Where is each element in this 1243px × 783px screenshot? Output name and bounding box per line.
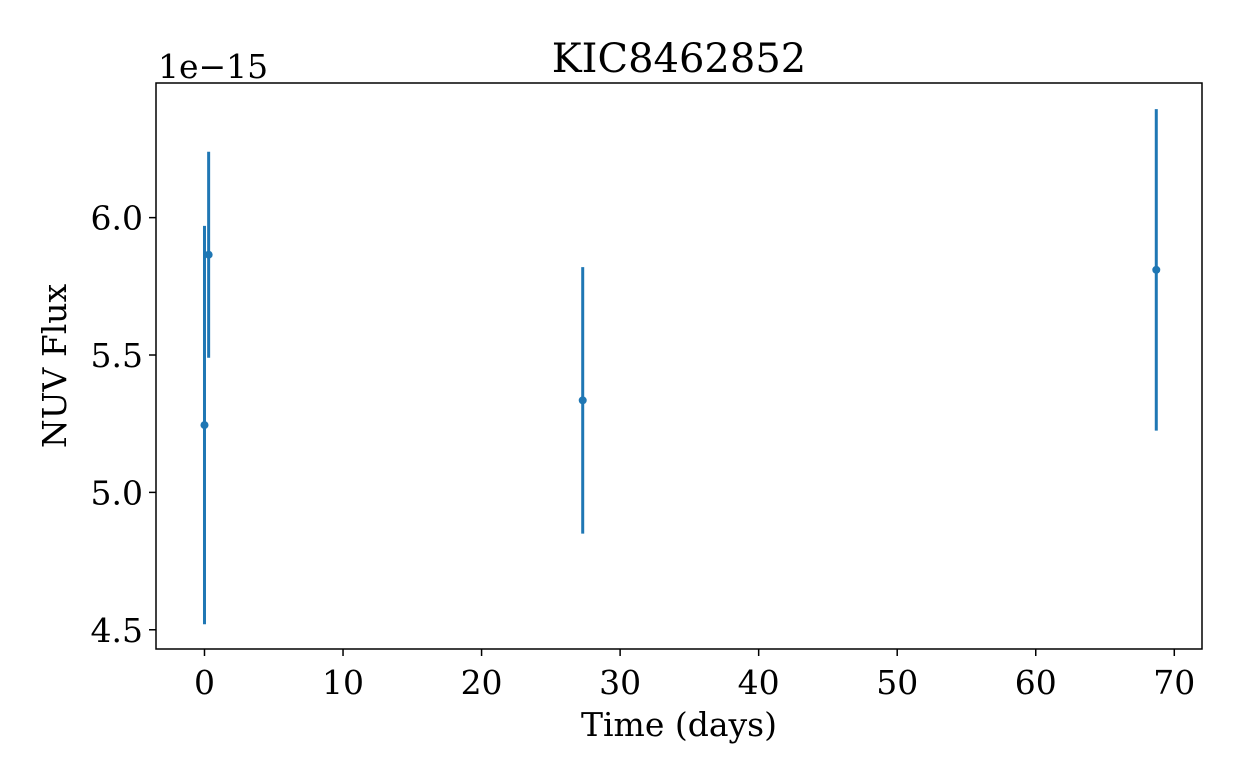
y-tick-label: 5.0 (91, 473, 143, 512)
x-tick-label: 70 (1153, 663, 1195, 702)
y-tick-label: 6.0 (91, 199, 143, 238)
plot-area (200, 109, 1161, 625)
x-tick-label: 0 (194, 663, 215, 702)
chart-title: KIC8462852 (552, 36, 806, 82)
y-offset-label: 1e−15 (158, 47, 268, 86)
y-axis-label: NUV Flux (35, 283, 74, 448)
x-tick-label: 50 (876, 663, 918, 702)
y-axis: 4.5 5.0 5.5 6.0 (91, 199, 156, 650)
y-tick-label: 5.5 (91, 336, 143, 375)
x-tick-label: 60 (1015, 663, 1057, 702)
data-point (200, 421, 209, 430)
data-point (204, 250, 213, 259)
data-point (1152, 265, 1161, 274)
x-tick-label: 40 (738, 663, 780, 702)
plot-frame (155, 82, 1203, 650)
x-tick-label: 20 (461, 663, 503, 702)
x-axis: 0 10 20 30 40 50 60 70 (194, 649, 1195, 702)
data-point (578, 396, 587, 405)
x-axis-label: Time (days) (581, 705, 777, 744)
y-tick-label: 4.5 (91, 611, 143, 650)
x-tick-label: 30 (599, 663, 641, 702)
x-tick-label: 10 (322, 663, 364, 702)
